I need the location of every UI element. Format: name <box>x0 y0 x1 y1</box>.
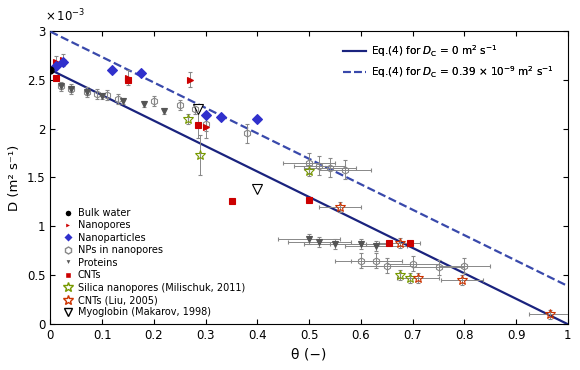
Eq.(4) for $D_C$ = 0 m$^2$ s$^{-1}$ <box>372 228 379 232</box>
Eq.(4) for $D_C$ = 0 m$^2$ s$^{-1}$ <box>47 68 54 72</box>
Eq.(4) for $D_C$ = 0 m$^2$ s$^{-1}$ <box>252 168 259 173</box>
Eq.(4) for $D_C$ = 0.39 $\times$ 10$^{-9}$ m$^2$ s$^{-1}$ <box>47 29 54 34</box>
Eq.(4) for $D_C$ = 0 m$^2$ s$^{-1}$ <box>564 322 571 326</box>
Eq.(4) for $D_C$ = 0.39 $\times$ 10$^{-9}$ m$^2$ s$^{-1}$ <box>109 60 116 64</box>
Eq.(4) for $D_C$ = 0 m$^2$ s$^{-1}$ <box>216 151 223 155</box>
Legend: Eq.(4) for $D_\mathrm{C}$ = 0 m$^2$ s$^{-1}$, Eq.(4) for $D_\mathrm{C}$ = 0.39 $: Eq.(4) for $D_\mathrm{C}$ = 0 m$^2$ s$^{… <box>338 39 557 84</box>
Eq.(4) for $D_C$ = 0 m$^2$ s$^{-1}$ <box>109 98 116 102</box>
Eq.(4) for $D_C$ = 0.39 $\times$ 10$^{-9}$ m$^2$ s$^{-1}$ <box>423 214 430 219</box>
Eq.(4) for $D_C$ = 0 m$^2$ s$^{-1}$ <box>420 251 427 256</box>
Line: Eq.(4) for $D_C$ = 0.39 $\times$ 10$^{-9}$ m$^2$ s$^{-1}$: Eq.(4) for $D_C$ = 0.39 $\times$ 10$^{-9… <box>50 31 568 286</box>
Eq.(4) for $D_C$ = 0 m$^2$ s$^{-1}$ <box>423 252 430 257</box>
X-axis label: θ (−): θ (−) <box>292 348 327 361</box>
Line: Eq.(4) for $D_C$ = 0 m$^2$ s$^{-1}$: Eq.(4) for $D_C$ = 0 m$^2$ s$^{-1}$ <box>50 70 568 324</box>
Eq.(4) for $D_C$ = 0.39 $\times$ 10$^{-9}$ m$^2$ s$^{-1}$ <box>564 284 571 288</box>
Eq.(4) for $D_C$ = 0.39 $\times$ 10$^{-9}$ m$^2$ s$^{-1}$ <box>420 213 427 218</box>
Eq.(4) for $D_C$ = 0.39 $\times$ 10$^{-9}$ m$^2$ s$^{-1}$ <box>372 189 379 194</box>
Eq.(4) for $D_C$ = 0.39 $\times$ 10$^{-9}$ m$^2$ s$^{-1}$ <box>216 112 223 117</box>
Text: $\times\,10^{-3}$: $\times\,10^{-3}$ <box>45 8 85 25</box>
Eq.(4) for $D_C$ = 0.39 $\times$ 10$^{-9}$ m$^2$ s$^{-1}$ <box>252 130 259 135</box>
Y-axis label: D (m² s⁻¹): D (m² s⁻¹) <box>8 144 21 211</box>
